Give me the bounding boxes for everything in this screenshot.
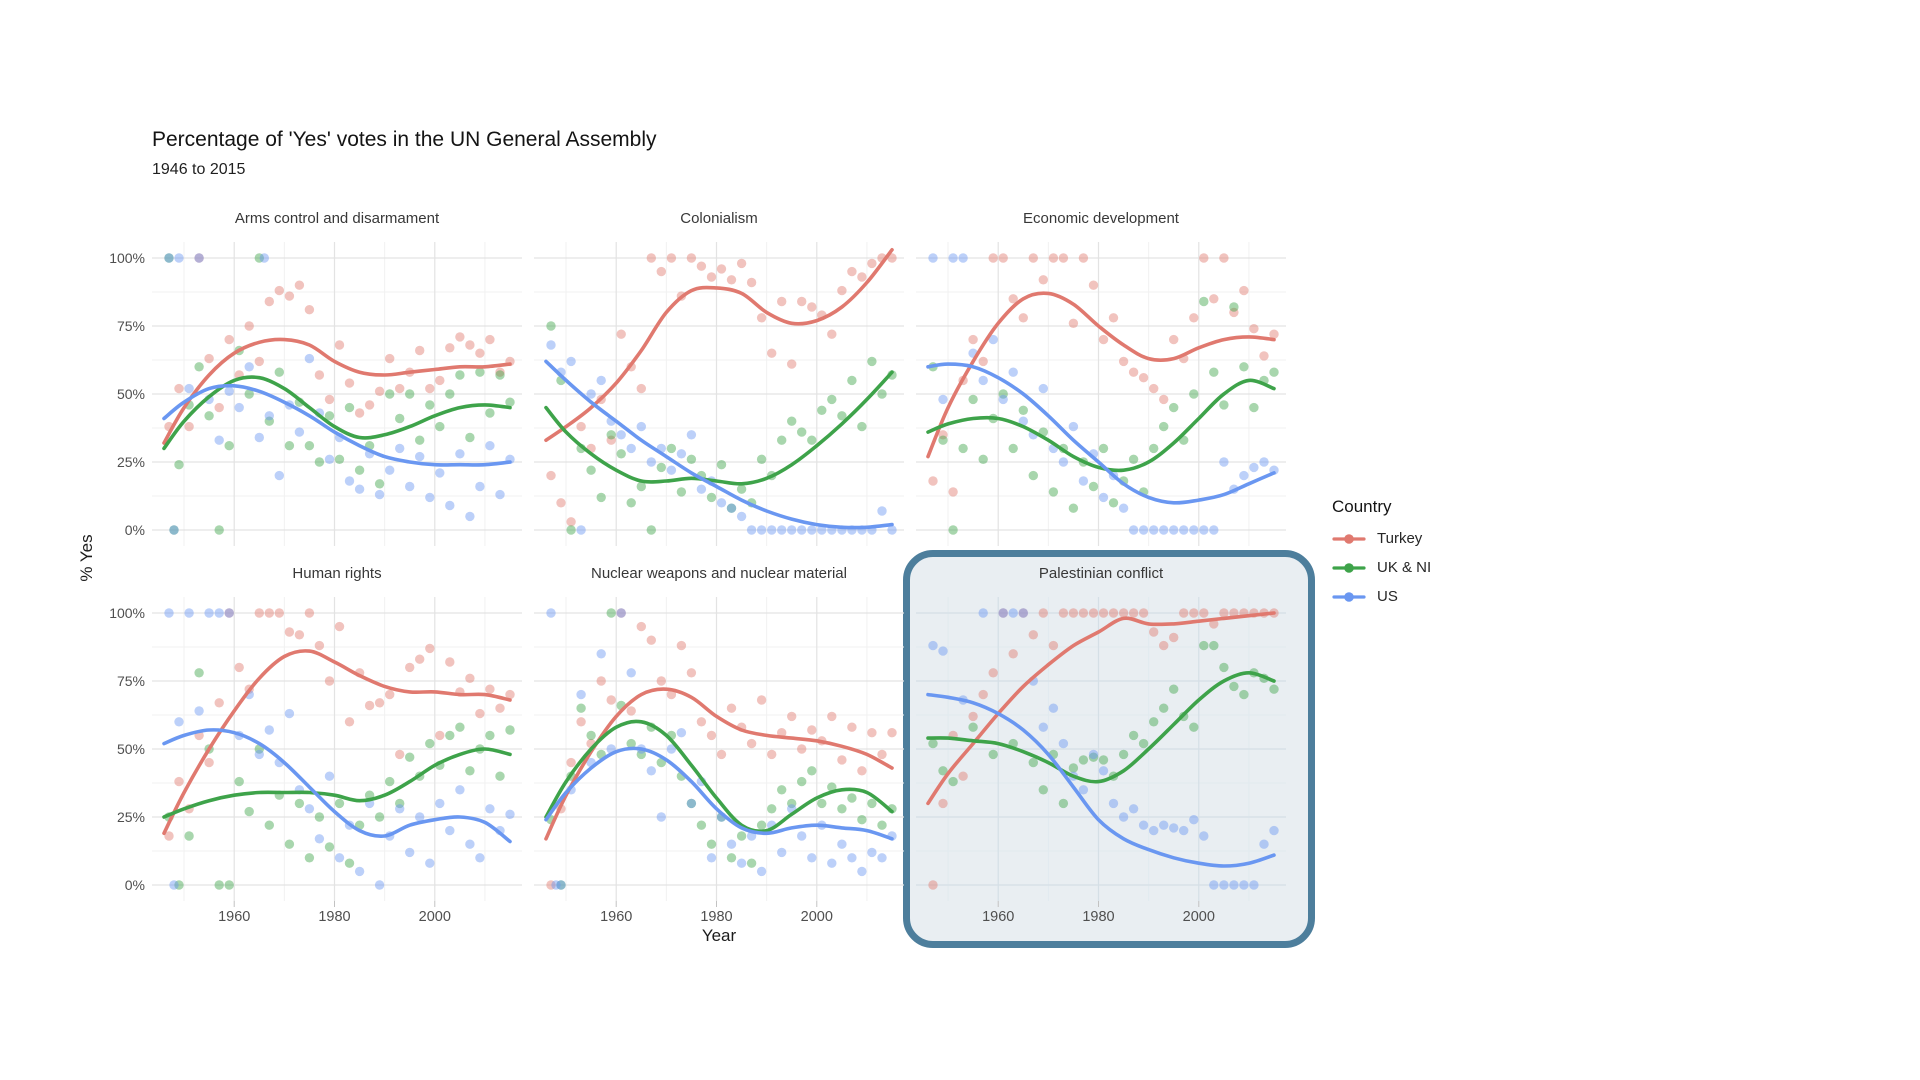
legend-item-label: Turkey <box>1377 530 1423 547</box>
y-tick-label: 0% <box>124 522 145 538</box>
legend-title: Country <box>1332 497 1392 516</box>
trend-line-uk-ni <box>926 670 1276 784</box>
legend-item-label: UK & NI <box>1377 559 1432 576</box>
scatter-points-uk-ni <box>546 321 897 535</box>
x-tick-label: 1960 <box>218 909 250 925</box>
trend-line-us <box>162 383 512 467</box>
legend-item-us: US <box>1332 588 1431 605</box>
y-tick-label: 100% <box>109 605 145 621</box>
trend-line-turkey <box>162 649 512 836</box>
trend-line-uk-ni <box>162 375 512 451</box>
x-tick-label: 1960 <box>982 909 1014 925</box>
y-tick-label: 50% <box>116 741 145 757</box>
y-tick-label: 25% <box>116 454 145 470</box>
facet-panel-economic-development <box>916 242 1286 546</box>
y-tick-label: 75% <box>116 318 145 334</box>
chart-subtitle: 1946 to 2015 <box>152 161 246 178</box>
trend-line-uk-ni <box>544 719 894 834</box>
gridlines <box>534 242 904 546</box>
trend-line-turkey <box>926 611 1276 806</box>
facet-title-arms-control-and-disarmament: Arms control and disarmament <box>234 210 440 227</box>
gridlines <box>152 242 522 546</box>
legend-item-label: US <box>1377 588 1398 605</box>
scatter-points-turkey <box>546 253 897 527</box>
facet-title-nuclear-weapons-and-nuclear-material: Nuclear weapons and nuclear material <box>591 565 847 582</box>
y-tick-label: 0% <box>124 877 145 893</box>
y-tick-label: 100% <box>109 250 145 266</box>
legend: Country Turkey UK & NI US <box>1332 497 1431 617</box>
scatter-points-uk-ni <box>164 668 515 890</box>
x-tick-label: 1960 <box>600 909 632 925</box>
scatter-points-us <box>546 340 897 535</box>
trend-line-us <box>162 728 512 844</box>
trend-line-turkey <box>162 337 512 445</box>
x-axis-title: Year <box>701 926 737 945</box>
chart-title: Percentage of 'Yes' votes in the UN Gene… <box>152 128 657 151</box>
facet-panel-colonialism <box>534 242 904 546</box>
gridlines <box>534 597 904 901</box>
scatter-points-uk-ni <box>928 640 1279 809</box>
gridlines <box>152 597 522 901</box>
scatter-points-us <box>164 253 515 535</box>
x-axis: 1960 1980 2000 <box>218 901 451 925</box>
trend-line-turkey <box>544 248 894 442</box>
x-axis: 1960 1980 2000 <box>600 901 833 925</box>
x-tick-label: 2000 <box>1183 909 1215 925</box>
scatter-points-turkey <box>164 253 515 432</box>
scatter-points-us <box>928 253 1279 535</box>
facet-panel-nuclear-weapons-and-nuclear-material: 1960 1980 2000 <box>534 597 904 925</box>
legend-key-us <box>1332 591 1366 602</box>
y-tick-label: 25% <box>116 809 145 825</box>
scatter-points-turkey <box>928 253 1279 497</box>
trend-line-uk-ni <box>162 747 512 819</box>
facet-title-colonialism: Colonialism <box>680 210 758 227</box>
x-tick-label: 1980 <box>700 909 732 925</box>
facet-panel-human-rights: 1960 1980 2000 <box>152 597 522 925</box>
legend-item-turkey: Turkey <box>1332 530 1431 547</box>
trend-line-uk-ni <box>926 378 1276 473</box>
trend-line-us <box>926 362 1276 505</box>
trend-line-turkey <box>926 291 1276 459</box>
x-tick-label: 1980 <box>1082 909 1114 925</box>
trend-line-uk-ni <box>544 370 894 486</box>
scatter-points-uk-ni <box>546 608 897 890</box>
x-tick-label: 2000 <box>419 909 451 925</box>
legend-key-uk-ni <box>1332 562 1366 573</box>
legend-item-uk-ni: UK & NI <box>1332 559 1431 576</box>
facet-title-palestinian-conflict: Palestinian conflict <box>1038 565 1164 582</box>
y-tick-label: 50% <box>116 386 145 402</box>
x-tick-label: 1980 <box>318 909 350 925</box>
x-tick-label: 2000 <box>801 909 833 925</box>
trend-line-us <box>544 746 894 841</box>
facet-panel-palestinian-conflict: 1960 1980 2000 <box>916 597 1286 925</box>
scatter-points-us <box>928 608 1279 890</box>
trend-line-us <box>544 359 894 530</box>
facet-title-economic-development: Economic development <box>1023 210 1179 227</box>
x-axis: 1960 1980 2000 <box>982 901 1215 925</box>
facet-title-human-rights: Human rights <box>292 565 382 582</box>
trend-line-us <box>926 692 1276 868</box>
legend-key-turkey <box>1332 533 1366 544</box>
y-tick-label: 75% <box>116 673 145 689</box>
gridlines <box>916 597 1286 901</box>
facet-panel-arms-control-and-disarmament <box>152 242 522 546</box>
